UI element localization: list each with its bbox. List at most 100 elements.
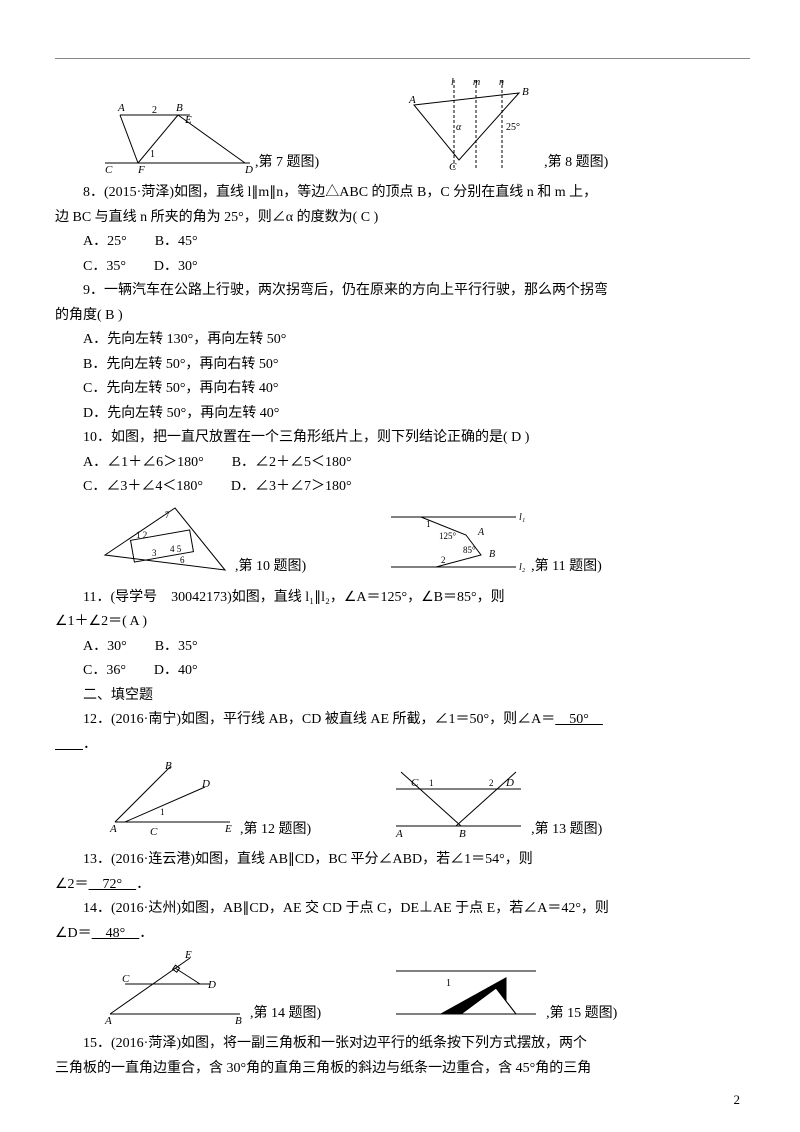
- figure-row-12-13: B D A C E 1 ,第 12 题图) 1 2 C D: [90, 757, 750, 842]
- fig8-label-m: m: [473, 77, 480, 88]
- q13-answer: 72°: [89, 877, 137, 892]
- page-content: A 2 B E 1 C F D ,第 7 题图) l m: [55, 75, 750, 1081]
- fig10-l12: 1 2: [136, 530, 147, 540]
- q13-line-b: ∠2＝ 72° ．: [55, 873, 750, 898]
- q12-dot: ．: [83, 737, 97, 752]
- q10-opt-b: C．∠3＋∠4＜180° D．∠3＋∠7＞180°: [55, 475, 750, 500]
- fig13-B: B: [459, 828, 466, 840]
- figure-13: 1 2 C D A B ,第 13 题图): [381, 764, 602, 842]
- fig12-C: C: [150, 826, 158, 838]
- fig12-svg: B D A C E 1: [90, 757, 240, 842]
- fig13-ang2: 2: [489, 778, 494, 788]
- fig8-label-alpha: α: [456, 122, 462, 133]
- fig14-A: A: [104, 1015, 112, 1026]
- figure-15: 1 ,第 15 题图): [386, 956, 617, 1026]
- q15-stem-a: 15．(2016·菏泽)如图，将一副三角板和一张对边平行的纸条按下列方式摆放，两…: [55, 1032, 750, 1057]
- fig13-caption: ,第 13 题图): [531, 818, 602, 843]
- fig13-D: D: [505, 777, 514, 789]
- fig11-125: 125°: [439, 531, 457, 541]
- fig13-C: C: [411, 777, 419, 789]
- fig13-A: A: [395, 828, 403, 840]
- figure-row-14-15: E C D A B ,第 14 题图) 1 ,第 1: [90, 946, 750, 1026]
- fig15-svg: 1: [386, 956, 546, 1026]
- fig7-label-e: E: [184, 114, 192, 126]
- fig12-caption: ,第 12 题图): [240, 818, 311, 843]
- q12-stem: 12．(2016·南宁)如图，平行线 AB，CD 被直线 AE 所截，∠1＝50…: [83, 712, 555, 727]
- q8-opt-a: A．25° B．45°: [55, 230, 750, 255]
- q11-stem-b: ∠1＋∠2＝( A ): [55, 610, 750, 635]
- figure-row-10-11: 7 1 2 3 4 5 6 ,第 10 题图) l₁ l₂ 1 A 125°: [90, 500, 750, 580]
- figure-row-7-8: A 2 B E 1 C F D ,第 7 题图) l m: [90, 75, 750, 175]
- page-number: 2: [734, 1089, 741, 1112]
- fig14-B: B: [235, 1015, 242, 1026]
- q12-line: 12．(2016·南宁)如图，平行线 AB，CD 被直线 AE 所截，∠1＝50…: [55, 708, 750, 733]
- fig7-label-1: 1: [150, 149, 155, 160]
- fig15-caption: ,第 15 题图): [546, 1002, 617, 1027]
- q9-opt-c: C．先向左转 50°，再向右转 40°: [55, 377, 750, 402]
- q14-line-b: ∠D＝ 48° ．: [55, 922, 750, 947]
- q8-stem-b: 边 BC 与直线 n 所夹的角为 25°，则∠α 的度数为( C ): [55, 206, 750, 231]
- q14-period: ．: [139, 926, 153, 941]
- fig10-l7: 7: [165, 510, 170, 520]
- q13-stem-b: ∠2＝: [55, 877, 89, 892]
- fig7-label-b: B: [176, 102, 183, 114]
- fig7-label-f: F: [137, 164, 145, 175]
- fig12-A: A: [109, 823, 117, 835]
- fig14-svg: E C D A B: [90, 946, 250, 1026]
- figure-11: l₁ l₂ 1 A 125° B 85° 2 ,第 11 题图): [371, 505, 602, 580]
- fig13-svg: 1 2 C D A B: [381, 764, 531, 842]
- q11-stem-a: 11．(导学号 30042173)如图，直线 l₁∥l₂，∠A＝125°，∠B＝…: [55, 586, 750, 611]
- fig11-A: A: [477, 527, 485, 538]
- fig10-caption: ,第 10 题图): [235, 555, 306, 580]
- q10-stem: 10．如图，把一直尺放置在一个三角形纸片上，则下列结论正确的是( D ): [55, 426, 750, 451]
- q11-opt-b: C．36° D．40°: [55, 659, 750, 684]
- fig7-label-2: 2: [152, 105, 157, 116]
- fig12-E: E: [224, 823, 232, 835]
- fig8-label-l: l: [451, 77, 454, 88]
- fig14-D: D: [207, 979, 216, 991]
- fig12-D: D: [201, 778, 210, 790]
- figure-7: A 2 B E 1 C F D ,第 7 题图): [90, 95, 319, 175]
- fig8-label-c: C: [449, 161, 457, 173]
- q9-stem-a: 9．一辆汽车在公路上行驶，两次拐弯后，仍在原来的方向上平行行驶，那么两个拐弯: [55, 279, 750, 304]
- figure-10: 7 1 2 3 4 5 6 ,第 10 题图): [90, 500, 306, 580]
- section-2: 二、填空题: [55, 684, 750, 709]
- fig15-ang1: 1: [446, 978, 451, 989]
- fig11-l1: l₁: [519, 512, 525, 523]
- fig8-label-n: n: [499, 77, 504, 88]
- fig7-label-c: C: [105, 164, 113, 175]
- fig14-C: C: [122, 973, 130, 985]
- q13-period: ．: [136, 877, 150, 892]
- fig12-ang1: 1: [160, 807, 165, 817]
- fig11-ang2: 2: [441, 555, 446, 565]
- fig10-l6: 6: [180, 555, 185, 565]
- fig8-caption: ,第 8 题图): [544, 151, 608, 176]
- figure-12: B D A C E 1 ,第 12 题图): [90, 757, 311, 842]
- q12-answer: 50°: [555, 712, 603, 727]
- fig11-85: 85°: [463, 545, 476, 555]
- fig7-label-a: A: [117, 102, 125, 114]
- fig14-caption: ,第 14 题图): [250, 1002, 321, 1027]
- fig10-l45: 4 5: [170, 544, 182, 554]
- q9-opt-d: D．先向左转 50°，再向左转 40°: [55, 402, 750, 427]
- fig10-l34: 3: [152, 548, 157, 558]
- fig10-svg: 7 1 2 3 4 5 6: [90, 500, 235, 580]
- fig8-label-b: B: [522, 86, 529, 98]
- fig8-label-25: 25°: [506, 122, 520, 133]
- fig7-caption: ,第 7 题图): [255, 151, 319, 176]
- q13-stem-a: 13．(2016·连云港)如图，直线 AB∥CD，BC 平分∠ABD，若∠1＝5…: [55, 848, 750, 873]
- q15-stem-b: 三角板的一直角边重合，含 30°角的直角三角板的斜边与纸条一边重合，含 45°角…: [55, 1057, 750, 1082]
- figure-8: l m n A B C α 25° ,第 8 题图): [394, 75, 608, 175]
- q9-stem-b: 的角度( B ): [55, 304, 750, 329]
- fig11-caption: ,第 11 题图): [531, 555, 602, 580]
- q14-stem-b: ∠D＝: [55, 926, 92, 941]
- fig8-svg: l m n A B C α 25°: [394, 75, 544, 175]
- q10-opt-a: A．∠1＋∠6＞180° B．∠2＋∠5＜180°: [55, 451, 750, 476]
- q12-underline-tail: [55, 737, 83, 752]
- q8-opt-b: C．35° D．30°: [55, 255, 750, 280]
- q8-stem-a: 8．(2015·菏泽)如图，直线 l∥m∥n，等边△ABC 的顶点 B，C 分别…: [55, 181, 750, 206]
- q9-opt-a: A．先向左转 130°，再向左转 50°: [55, 328, 750, 353]
- fig12-B: B: [165, 760, 172, 772]
- q9-opt-b: B．先向左转 50°，再向右转 50°: [55, 353, 750, 378]
- top-rule: [55, 58, 750, 59]
